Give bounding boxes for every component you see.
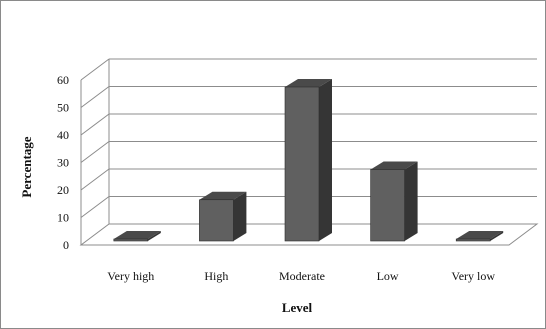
y-tick-label: 50	[57, 101, 69, 115]
x-tick-label: Low	[377, 269, 399, 283]
bar-high	[199, 191, 247, 242]
x-axis-title: Level	[282, 300, 313, 315]
bar-very-high	[113, 231, 161, 242]
y-tick-label: 20	[57, 183, 69, 197]
x-tick-label: Very high	[107, 269, 154, 283]
gridline-side	[80, 113, 110, 136]
bars-layer	[113, 79, 504, 242]
bar-very-low	[455, 231, 504, 242]
y-tick-label: 30	[57, 156, 69, 170]
bar-top-face	[370, 161, 418, 170]
bar-side-face	[319, 79, 332, 241]
bar-side-face	[490, 231, 504, 241]
bar-top-face	[113, 231, 161, 239]
bar-moderate	[284, 79, 332, 242]
y-tick-label: 10	[57, 211, 69, 225]
bar	[199, 199, 234, 242]
y-tick-label: 0	[63, 238, 69, 252]
bar	[284, 86, 320, 242]
y-tick-label: 60	[57, 73, 69, 87]
y-tick-label: 40	[57, 128, 69, 142]
gridline-side	[80, 196, 110, 218]
bar	[455, 238, 491, 242]
bar-side-face	[233, 191, 247, 241]
gridline-side	[80, 141, 110, 163]
gridline-side	[80, 168, 110, 191]
y-axis-title: Percentage	[19, 136, 34, 197]
bar	[113, 238, 149, 242]
bar-low	[370, 161, 418, 242]
bar-top-face	[285, 79, 332, 87]
x-tick-label: Moderate	[279, 269, 325, 283]
bar-side-face	[147, 231, 161, 241]
x-tick-label: Very low	[451, 269, 495, 283]
x-tick-label: High	[204, 269, 228, 283]
bar-side-face	[404, 161, 418, 241]
gridline-side	[80, 58, 110, 81]
labels-layer: 0 10 20 30 40 50 60 Very high High Moderate Low Ver…	[57, 73, 495, 283]
gridline-side	[80, 86, 110, 108]
bar-top-face	[456, 231, 504, 239]
bar-top-face	[199, 191, 247, 200]
bar	[370, 169, 405, 242]
